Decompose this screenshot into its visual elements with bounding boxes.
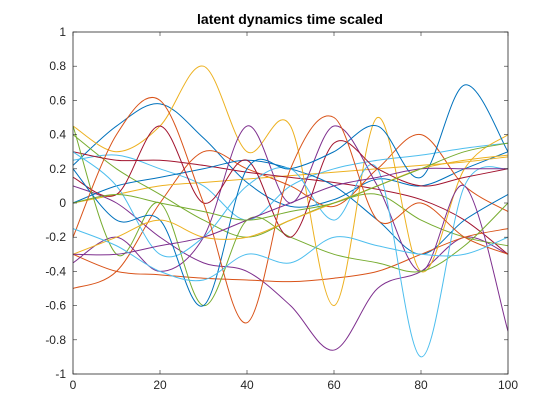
series-line-9 <box>73 228 508 283</box>
y-tick-label: -0.4 <box>45 264 66 278</box>
series-line-15 <box>73 84 508 307</box>
y-tick-label: 0.2 <box>49 162 66 176</box>
series-line-14 <box>73 125 508 238</box>
x-tick-label: 100 <box>498 378 518 392</box>
x-tick-label: 80 <box>414 378 428 392</box>
series-line-6 <box>73 142 508 221</box>
y-tick-label: 0.6 <box>49 93 66 107</box>
series-line-12 <box>73 125 508 307</box>
x-tick-label: 0 <box>70 378 77 392</box>
x-tick-label: 60 <box>327 378 341 392</box>
axes-frame <box>72 31 509 375</box>
series-line-18 <box>73 167 508 256</box>
chart-title: latent dynamics time scaled <box>197 11 383 27</box>
series-line-17 <box>73 154 508 255</box>
series-line-3 <box>73 156 508 204</box>
series-line-13 <box>73 151 508 358</box>
y-tick-label: 0.4 <box>49 128 66 142</box>
y-tick-label: -0.8 <box>45 333 66 347</box>
series-line-16 <box>73 96 508 324</box>
y-tick-label: 0.8 <box>49 59 66 73</box>
x-tick-label: 20 <box>153 378 167 392</box>
series-lines <box>73 65 508 358</box>
series-line-19 <box>73 142 508 221</box>
y-tick-label: 1 <box>59 25 66 39</box>
series-line-20 <box>73 228 508 282</box>
series-line-10 <box>73 65 508 307</box>
series-group <box>73 65 508 358</box>
y-tick-label: -1 <box>55 367 66 381</box>
series-line-1 <box>73 103 508 208</box>
axes-box <box>72 31 509 375</box>
series-line-7 <box>73 151 508 255</box>
axis-ticks: 0 20 40 60 80 100 -1 -0.8 -0.6 -0.4 -0.2 0 0.2 0.4 0.6… <box>45 25 518 392</box>
x-tick-label: 40 <box>240 378 254 392</box>
y-tick-label: 0 <box>59 196 66 210</box>
y-tick-label: -0.2 <box>45 230 66 244</box>
y-tick-label: -0.6 <box>45 299 66 313</box>
